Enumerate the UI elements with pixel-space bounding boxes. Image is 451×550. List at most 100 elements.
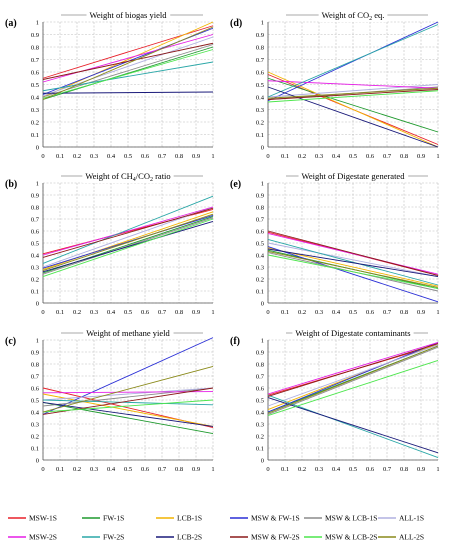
series-line-msw-lcb-2s <box>267 254 439 290</box>
chart-title: Weight of biogas yield <box>90 10 168 20</box>
y-tick-label: 0.2 <box>31 433 39 440</box>
x-tick-label: 0.3 <box>90 153 98 160</box>
x-tick-label: 1 <box>211 466 214 473</box>
series-line-msw-fw-1s <box>267 246 439 303</box>
x-tick-label: 1 <box>211 309 214 316</box>
panel-label: (e) <box>230 179 241 190</box>
series-line-msw-lcb-1s <box>267 346 439 415</box>
y-tick-label: 0.4 <box>31 409 40 416</box>
x-tick-label: 0.3 <box>90 309 98 316</box>
x-tick-label: 0.2 <box>298 466 306 473</box>
y-tick-label: 0.4 <box>256 252 265 259</box>
series-line-msw-lcb-1s <box>42 217 214 275</box>
y-tick-label: 0.9 <box>256 192 264 199</box>
y-tick-label: 0 <box>36 457 39 464</box>
x-tick-label: 1 <box>436 153 439 160</box>
x-tick-label: 0.3 <box>315 466 323 473</box>
y-tick-label: 0.5 <box>31 240 39 247</box>
x-tick-label: 0.6 <box>366 466 375 473</box>
x-tick-label: 0.3 <box>315 153 323 160</box>
y-tick-label: 0.2 <box>256 119 264 126</box>
y-tick-label: 1 <box>261 337 264 344</box>
y-tick-label: 0.2 <box>31 119 39 126</box>
legend-label: MSW-2S <box>29 533 57 542</box>
series-line-lcb-1s <box>42 393 214 427</box>
series-line-lcb-1s <box>267 247 439 287</box>
y-tick-label: 0.2 <box>31 276 39 283</box>
x-tick-label: 0.9 <box>417 309 425 316</box>
series-line-msw-fw-2s <box>267 230 439 276</box>
x-tick-label: 0.4 <box>107 153 116 160</box>
series-line-lcb-2s <box>42 220 214 273</box>
x-tick-label: 0.8 <box>175 309 183 316</box>
x-tick-label: 1 <box>211 153 214 160</box>
x-tick-label: 0.2 <box>73 153 81 160</box>
y-tick-label: 0.8 <box>256 44 264 51</box>
x-tick-label: 0.6 <box>141 309 150 316</box>
x-tick-label: 0.6 <box>366 153 375 160</box>
series-line-msw-lcb-2s <box>42 218 214 278</box>
series-line-fw-1s <box>42 46 214 100</box>
legend-label: MSW & FW-2S <box>251 533 300 542</box>
y-tick-label: 0.3 <box>256 264 264 271</box>
series-line-msw-fw-2s <box>267 343 439 397</box>
x-tick-label: 0.1 <box>56 466 64 473</box>
y-tick-label: 0.4 <box>256 94 265 101</box>
y-tick-label: 0.5 <box>256 397 264 404</box>
panel-label: (c) <box>5 336 16 347</box>
y-tick-label: 0 <box>261 300 264 307</box>
legend-label: MSW & FW-1S <box>251 514 300 523</box>
x-tick-label: 0.8 <box>400 309 408 316</box>
y-tick-label: 0.3 <box>256 107 264 114</box>
series-line-fw-2s <box>42 195 214 264</box>
series-line-msw-lcb-1s <box>42 44 214 98</box>
x-tick-label: 0.5 <box>124 153 132 160</box>
legend-label: MSW-1S <box>29 514 57 523</box>
series-line-lcb-2s <box>42 91 214 94</box>
y-tick-label: 0.8 <box>256 361 264 368</box>
legend-label: LCB-2S <box>177 533 202 542</box>
panel-e: 0 0.1 0.2 0.3 0.4 0.5 0.6 0.7 0.8 0.9 1 0 0.1 0.2 0.3 0… <box>230 171 440 316</box>
x-tick-label: 0.6 <box>141 466 150 473</box>
y-tick-label: 0.9 <box>31 192 39 199</box>
series-line-lcb-2s <box>267 397 439 454</box>
panel-c: 0 0.1 0.2 0.3 0.4 0.5 0.6 0.7 0.8 0.9 1 0 0.1 0.2 0.3 0… <box>5 328 215 473</box>
y-tick-label: 0.4 <box>256 409 265 416</box>
x-tick-label: 0.7 <box>158 466 167 473</box>
y-tick-label: 1 <box>261 19 264 26</box>
series-line-all-1s <box>267 344 439 407</box>
legend-label: FW-1S <box>103 514 124 523</box>
panel-b: 0 0.1 0.2 0.3 0.4 0.5 0.6 0.7 0.8 0.9 1 0 0.1 0.2 0.3 0… <box>5 171 215 316</box>
x-tick-label: 0.5 <box>349 466 357 473</box>
legend-label: ALL-1S <box>399 514 424 523</box>
x-tick-label: 0.3 <box>315 309 323 316</box>
title-background <box>83 328 174 338</box>
title-background <box>86 10 171 20</box>
x-tick-label: 0.3 <box>90 466 98 473</box>
series-line-fw-2s <box>42 399 214 406</box>
x-tick-label: 0 <box>266 466 269 473</box>
title-background <box>82 171 174 183</box>
series-line-all-2s <box>267 87 439 99</box>
x-tick-label: 0.6 <box>141 153 150 160</box>
y-tick-label: 0.7 <box>256 57 265 64</box>
series-line-msw-lcb-1s <box>42 387 214 407</box>
legend-label: FW-2S <box>103 533 124 542</box>
y-tick-label: 0.3 <box>256 421 264 428</box>
series-line-all-1s <box>267 242 439 278</box>
series-line-msw-lcb-2s <box>42 49 214 99</box>
y-tick-label: 0.9 <box>31 349 39 356</box>
x-tick-label: 0.7 <box>383 466 392 473</box>
series-line-all-1s <box>42 387 214 401</box>
y-tick-label: 0 <box>36 300 39 307</box>
chart-title: Weight of CO2 eq. <box>322 10 385 22</box>
series-line-msw-lcb-2s <box>267 359 439 417</box>
y-tick-label: 0.2 <box>256 433 264 440</box>
series-line-fw-1s <box>42 401 214 435</box>
x-tick-label: 0.1 <box>56 309 64 316</box>
y-tick-label: 0.1 <box>256 132 264 139</box>
panel-f: 0 0.1 0.2 0.3 0.4 0.5 0.6 0.7 0.8 0.9 1 0 0.1 0.2 0.3 0… <box>230 328 440 473</box>
series-line-msw-2s <box>267 341 439 395</box>
x-tick-label: 0.2 <box>73 466 81 473</box>
series-line-all-1s <box>42 206 214 268</box>
